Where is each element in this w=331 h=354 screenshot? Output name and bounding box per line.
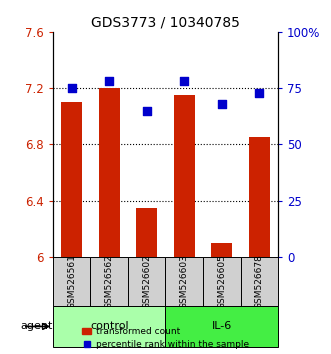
Bar xyxy=(136,208,157,257)
Text: agent: agent xyxy=(21,321,53,331)
Bar xyxy=(249,137,269,257)
FancyBboxPatch shape xyxy=(128,257,166,306)
FancyBboxPatch shape xyxy=(166,306,278,347)
FancyBboxPatch shape xyxy=(53,257,90,306)
Point xyxy=(182,79,187,84)
Bar xyxy=(174,95,195,257)
Point xyxy=(257,90,262,96)
Text: GSM526605: GSM526605 xyxy=(217,254,226,309)
Text: GSM526603: GSM526603 xyxy=(180,254,189,309)
Bar xyxy=(212,243,232,257)
FancyBboxPatch shape xyxy=(203,257,241,306)
Text: GSM526602: GSM526602 xyxy=(142,254,151,309)
Point xyxy=(107,79,112,84)
Point xyxy=(69,85,74,91)
FancyBboxPatch shape xyxy=(53,306,166,347)
Text: GSM526562: GSM526562 xyxy=(105,254,114,309)
Text: control: control xyxy=(90,321,128,331)
Point xyxy=(219,101,224,107)
FancyBboxPatch shape xyxy=(90,257,128,306)
Bar xyxy=(99,88,119,257)
Text: GSM526561: GSM526561 xyxy=(67,254,76,309)
Legend: transformed count, percentile rank within the sample: transformed count, percentile rank withi… xyxy=(78,323,253,353)
FancyBboxPatch shape xyxy=(166,257,203,306)
Point xyxy=(144,108,149,113)
Bar xyxy=(62,102,82,257)
FancyBboxPatch shape xyxy=(241,257,278,306)
Title: GDS3773 / 10340785: GDS3773 / 10340785 xyxy=(91,15,240,29)
Text: IL-6: IL-6 xyxy=(212,321,232,331)
Text: GSM526678: GSM526678 xyxy=(255,254,264,309)
